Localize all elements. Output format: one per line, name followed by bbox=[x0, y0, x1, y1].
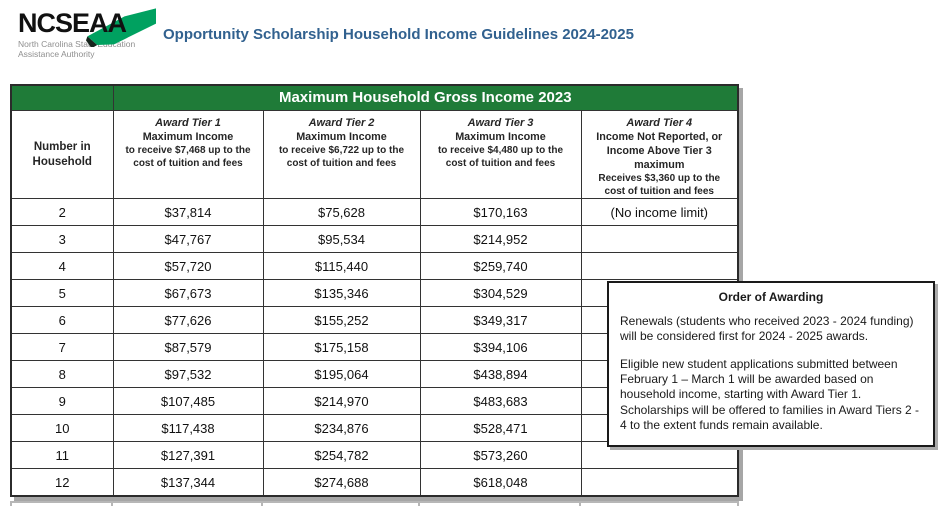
household-cell: 12 bbox=[10, 468, 114, 497]
next-section-divider-stub bbox=[579, 501, 581, 506]
column-header-tier2: Award Tier 2 Maximum Income to receive $6,… bbox=[262, 109, 421, 200]
tier-label: Award Tier 3 bbox=[467, 117, 534, 129]
column-header-tier3: Award Tier 3 Maximum Income to receive $4,… bbox=[419, 109, 582, 200]
tier1-cell: $117,438 bbox=[112, 414, 264, 443]
table-row: 6 $77,626 $155,252 $349,317 bbox=[10, 306, 739, 335]
banner-corner-cell bbox=[10, 84, 114, 111]
household-cell: 4 bbox=[10, 252, 114, 281]
household-cell: 10 bbox=[10, 414, 114, 443]
household-cell: 2 bbox=[10, 198, 114, 227]
tier2-cell: $254,782 bbox=[262, 441, 421, 470]
order-box-paragraph: Renewals (students who received 2023 - 2… bbox=[620, 314, 914, 344]
tier1-cell: $107,485 bbox=[112, 387, 264, 416]
tier3-cell: $170,163 bbox=[419, 198, 582, 227]
column-header-tier1: Award Tier 1 Maximum Income to receive $7,… bbox=[112, 109, 264, 200]
tier3-cell: $573,260 bbox=[419, 441, 582, 470]
tier2-cell: $155,252 bbox=[262, 306, 421, 335]
column-header-row: Number in Household Award Tier 1 Maximum I… bbox=[10, 109, 739, 200]
table-banner-title: Maximum Household Gross Income 2023 bbox=[112, 84, 739, 111]
logo-acronym: NCSEAA bbox=[18, 8, 127, 38]
next-section-divider-stub bbox=[737, 501, 739, 506]
tier2-cell: $115,440 bbox=[262, 252, 421, 281]
tier3-cell: $618,048 bbox=[419, 468, 582, 497]
tier-label: Award Tier 2 bbox=[308, 117, 375, 129]
tier1-cell: $137,344 bbox=[112, 468, 264, 497]
tier2-cell: $75,628 bbox=[262, 198, 421, 227]
tier3-cell: $394,106 bbox=[419, 333, 582, 362]
tier3-cell: $259,740 bbox=[419, 252, 582, 281]
tier1-cell: $47,767 bbox=[112, 225, 264, 254]
logo-swoosh-icon bbox=[86, 8, 156, 47]
tier3-cell: $304,529 bbox=[419, 279, 582, 308]
household-cell: 3 bbox=[10, 225, 114, 254]
tier2-cell: $195,064 bbox=[262, 360, 421, 389]
tier2-cell: $234,876 bbox=[262, 414, 421, 443]
logo-org-line1: North Carolina State Education bbox=[18, 39, 136, 49]
next-section-divider-stub bbox=[111, 501, 113, 506]
logo-org-line2: Assistance Authority bbox=[18, 49, 95, 60]
table-row: 2 $37,814 $75,628 $170,163 (No income li… bbox=[10, 198, 739, 227]
order-box-paragraph: Eligible new student applications submit… bbox=[620, 356, 920, 433]
tier1-cell: $87,579 bbox=[112, 333, 264, 362]
tier1-cell: $77,626 bbox=[112, 306, 264, 335]
tier1-cell: $97,532 bbox=[112, 360, 264, 389]
tier4-cell bbox=[580, 252, 739, 281]
table-row: 12 $137,344 $274,688 $618,048 bbox=[10, 468, 739, 497]
next-section-divider-stub bbox=[261, 501, 263, 506]
household-cell: 5 bbox=[10, 279, 114, 308]
household-cell: 6 bbox=[10, 306, 114, 335]
household-cell: 9 bbox=[10, 387, 114, 416]
tier4-cell bbox=[580, 468, 739, 497]
tier2-cell: $95,534 bbox=[262, 225, 421, 254]
table-row: 3 $47,767 $95,534 $214,952 bbox=[10, 225, 739, 254]
order-of-awarding-box: Order of Awarding Renewals (students who… bbox=[607, 281, 935, 447]
order-box-title: Order of Awarding bbox=[718, 290, 824, 304]
tier2-cell: $274,688 bbox=[262, 468, 421, 497]
tier1-cell: $57,720 bbox=[112, 252, 264, 281]
household-cell: 7 bbox=[10, 333, 114, 362]
household-cell: 8 bbox=[10, 360, 114, 389]
tier4-cell: (No income limit) bbox=[580, 198, 739, 227]
tier2-cell: $175,158 bbox=[262, 333, 421, 362]
tier3-cell: $349,317 bbox=[419, 306, 582, 335]
table-row: 7 $87,579 $175,158 $394,106 bbox=[10, 333, 739, 362]
next-section-divider-stub bbox=[10, 501, 12, 506]
column-header-household: Number in Household bbox=[10, 109, 114, 200]
ncseaa-logo: NCSEAA North Carolina State Education As… bbox=[18, 8, 168, 59]
tier4-cell bbox=[580, 225, 739, 254]
next-section-divider-stub bbox=[418, 501, 420, 506]
tier2-cell: $135,346 bbox=[262, 279, 421, 308]
next-section-cutoff-line bbox=[10, 501, 739, 503]
income-table-body: Maximum Household Gross Income 2023 Numb… bbox=[10, 84, 739, 497]
tier3-cell: $483,683 bbox=[419, 387, 582, 416]
table-row: 8 $97,532 $195,064 $438,894 bbox=[10, 360, 739, 389]
tier1-cell: $37,814 bbox=[112, 198, 264, 227]
household-cell: 11 bbox=[10, 441, 114, 470]
tier3-cell: $438,894 bbox=[419, 360, 582, 389]
table-banner-row: Maximum Household Gross Income 2023 bbox=[10, 84, 739, 111]
table-row: 4 $57,720 $115,440 $259,740 bbox=[10, 252, 739, 281]
tier-label: Award Tier 1 bbox=[155, 117, 221, 129]
column-header-tier4: Award Tier 4 Income Not Reported, or Incom… bbox=[580, 109, 739, 200]
tier3-cell: $214,952 bbox=[419, 225, 582, 254]
tier1-cell: $67,673 bbox=[112, 279, 264, 308]
table-row: 11 $127,391 $254,782 $573,260 bbox=[10, 441, 739, 470]
tier1-cell: $127,391 bbox=[112, 441, 264, 470]
page-title: Opportunity Scholarship Household Income… bbox=[163, 26, 634, 43]
tier3-cell: $528,471 bbox=[419, 414, 582, 443]
tier2-cell: $214,970 bbox=[262, 387, 421, 416]
tier-label: Award Tier 4 bbox=[626, 117, 693, 129]
